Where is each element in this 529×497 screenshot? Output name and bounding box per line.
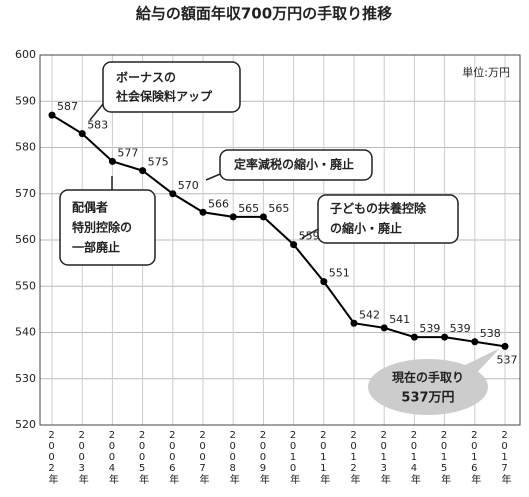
marker xyxy=(350,319,358,327)
marker xyxy=(290,241,298,249)
annotation-text: 537万円 xyxy=(401,391,454,406)
x-tick-label: 2002年 xyxy=(46,430,58,485)
y-tick-label: 560 xyxy=(15,233,36,246)
data-label: 565 xyxy=(238,202,259,215)
x-tick-label: 2016年 xyxy=(469,430,481,485)
data-label: 559 xyxy=(299,230,320,243)
y-tick-label: 540 xyxy=(15,326,36,339)
marker xyxy=(259,213,267,221)
annotation-text: の縮小・廃止 xyxy=(330,221,402,236)
marker xyxy=(169,190,177,198)
x-tick-label: 2014年 xyxy=(408,430,420,485)
data-label: 539 xyxy=(419,322,440,335)
marker xyxy=(229,213,237,221)
x-tick-label: 2017年 xyxy=(499,430,511,485)
x-tick-label: 2005年 xyxy=(137,430,149,485)
annotation-text: 社会保険料アップ xyxy=(115,89,213,104)
annotation: ボーナスの 社会保険料アップ xyxy=(89,61,241,121)
marker xyxy=(410,333,418,341)
x-tick-label: 2015年 xyxy=(439,430,451,485)
y-tick-label: 580 xyxy=(15,141,36,154)
line xyxy=(51,114,506,348)
y-tick-label: 590 xyxy=(15,94,36,107)
data-label: 539 xyxy=(450,322,471,335)
y-tick-label: 570 xyxy=(15,187,36,200)
data-label: 551 xyxy=(329,267,350,280)
y-tick-label: 550 xyxy=(15,279,36,292)
annotation: 現在の手取り 537万円 xyxy=(368,348,500,415)
x-tick-label: 2011年 xyxy=(318,430,330,485)
x-tick-label: 2006年 xyxy=(167,430,179,485)
marker xyxy=(108,157,116,165)
x-tick-label: 2012年 xyxy=(348,430,360,485)
chart-title: 給与の額面年収700万円の手取り推移 xyxy=(136,5,392,23)
annotation-text: ボーナスの xyxy=(116,70,176,85)
x-axis: 2002年 2003年 2004年 2005年 2006年 2007年 2008年 2009年… xyxy=(46,430,511,485)
annotation: 子どもの扶養控除 の縮小・廃止 xyxy=(301,194,459,244)
marker xyxy=(78,130,86,138)
y-tick-label: 520 xyxy=(15,418,36,431)
unit-label: 単位:万円 xyxy=(462,65,510,79)
data-label: 541 xyxy=(389,313,410,326)
data-label: 537 xyxy=(497,353,518,366)
data-label: 566 xyxy=(208,197,229,210)
data-label: 565 xyxy=(268,202,289,215)
annotation-text: 定率減税の縮小・廃止 xyxy=(234,157,354,172)
data-label: 570 xyxy=(178,179,199,192)
y-tick-label: 530 xyxy=(15,372,36,385)
annotation-text: 一部廃止 xyxy=(72,240,120,255)
annotation-text: 現在の手取り xyxy=(392,370,464,385)
x-tick-label: 2004年 xyxy=(106,430,118,485)
data-label: 587 xyxy=(57,100,78,113)
x-tick-label: 2009年 xyxy=(257,430,269,485)
annotation-text: 特別控除の xyxy=(72,220,132,235)
marker xyxy=(471,338,479,346)
x-tick-label: 2003年 xyxy=(76,430,88,485)
marker xyxy=(380,324,388,332)
data-label: 542 xyxy=(359,308,380,321)
marker xyxy=(320,278,328,286)
marker xyxy=(501,342,509,350)
y-tick-label: 600 xyxy=(15,48,36,61)
marker xyxy=(199,208,207,216)
data-label: 583 xyxy=(87,119,108,132)
x-tick-label: 2013年 xyxy=(378,430,390,485)
x-tick-label: 2010年 xyxy=(288,430,300,485)
plot-border xyxy=(39,54,521,426)
annotation: 配偶者 特別控除の 一部廃止 xyxy=(59,176,156,266)
annotation-text: 配偶者 xyxy=(72,200,108,215)
marker xyxy=(139,167,147,175)
data-label: 538 xyxy=(480,327,501,340)
data-label: 575 xyxy=(148,156,169,169)
annotation-text: 子どもの扶養控除 xyxy=(330,201,427,216)
marker xyxy=(48,111,56,119)
series: 587 583 577 575 570 566 565 565 559 551 542 541 539 5… xyxy=(48,100,518,366)
data-label: 577 xyxy=(117,146,138,159)
x-tick-label: 2008年 xyxy=(227,430,239,485)
annotation: 定率減税の縮小・廃止 xyxy=(205,149,373,181)
marker xyxy=(441,333,449,341)
x-tick-label: 2007年 xyxy=(197,430,209,485)
